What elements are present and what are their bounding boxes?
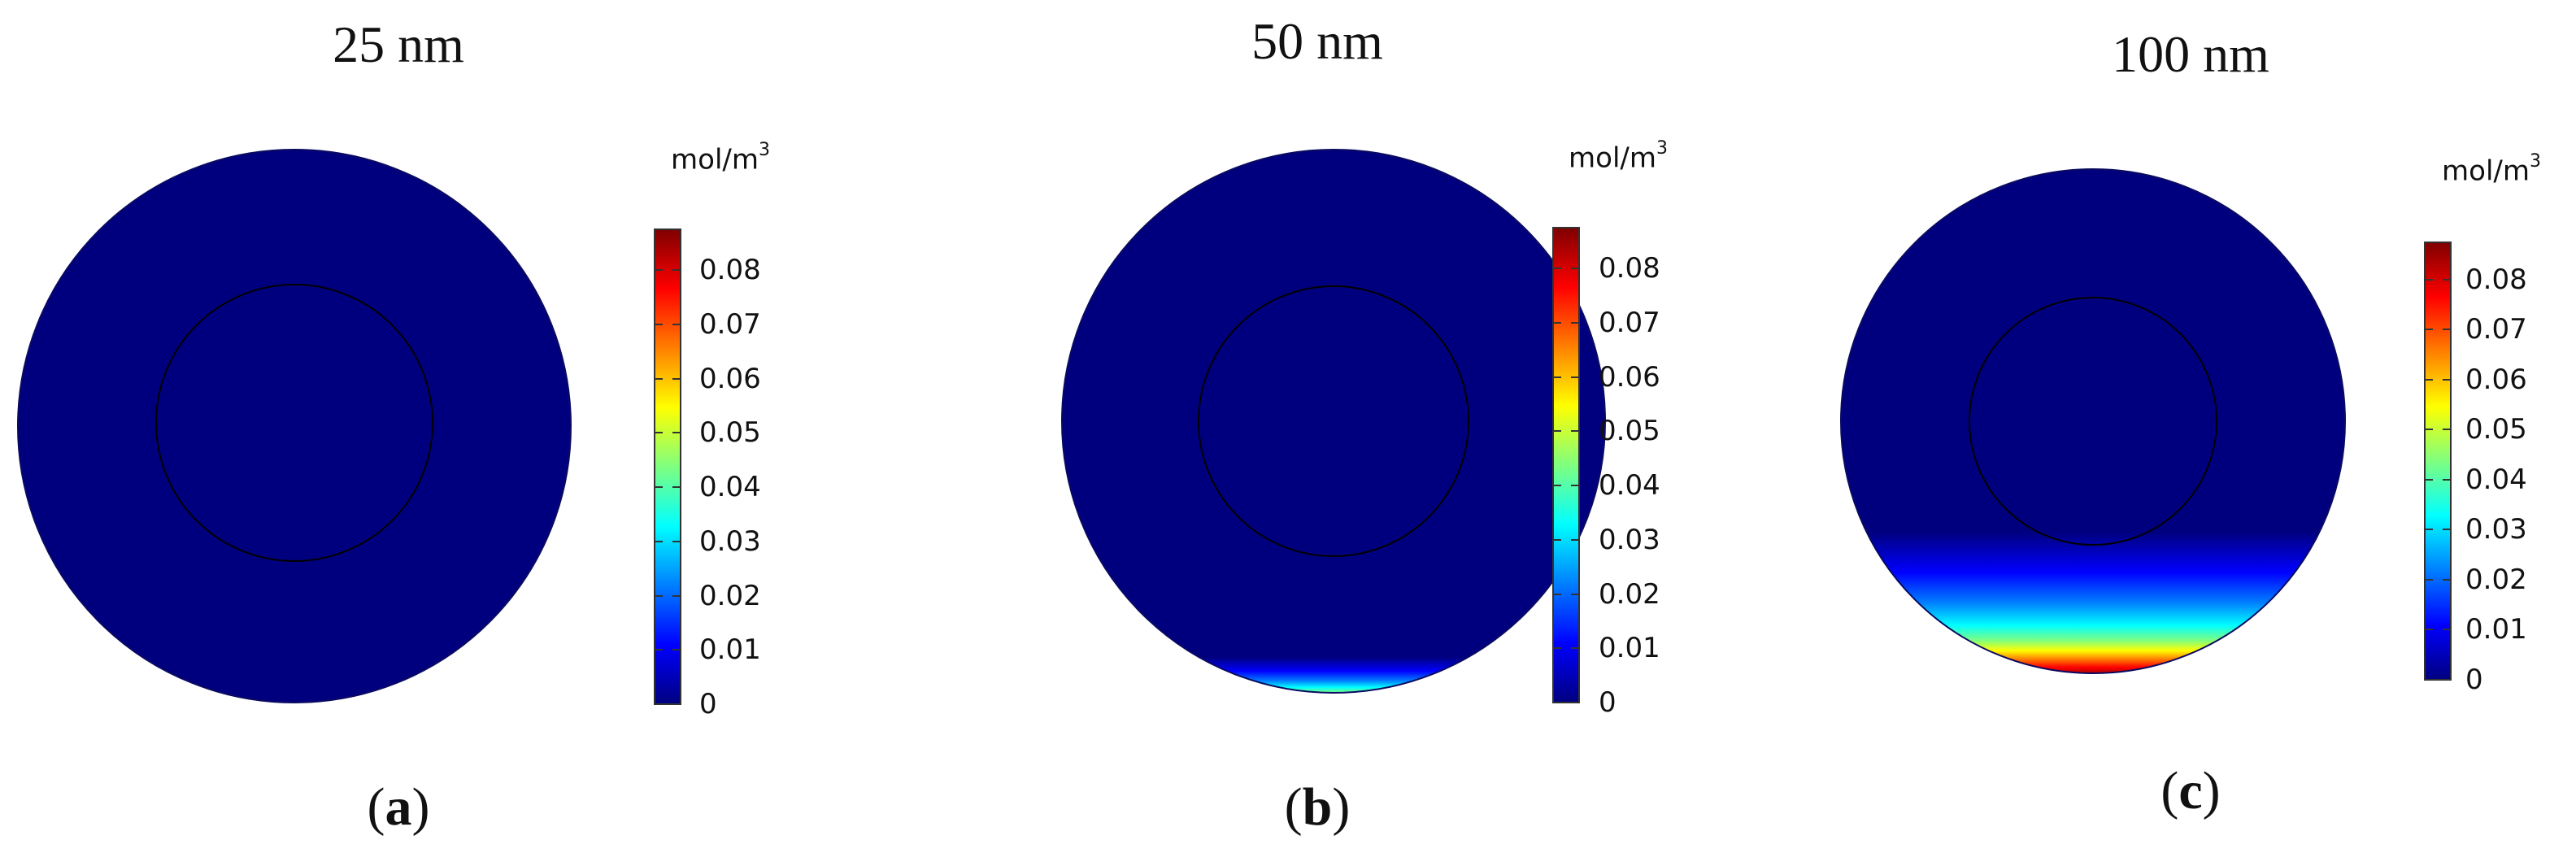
panel-caption-b: (b) (1284, 777, 1351, 837)
tick-label-a: 0.05 (699, 416, 761, 449)
panel-title-b: 50 nm (1251, 12, 1383, 70)
panel-caption-c: (c) (2160, 761, 2221, 820)
tick-label-c: 0.08 (2465, 263, 2527, 296)
colorbar-unit-b: mol/m3 (1569, 138, 1668, 175)
outer-disk-c (1840, 168, 2346, 674)
tick-label-a: 0.07 (699, 308, 761, 341)
tick-label-c: 0.07 (2465, 313, 2527, 346)
concentration-plot-b (1061, 149, 1606, 703)
colorbar-unit-a: mol/m3 (671, 140, 770, 176)
tick-label-c: 0.01 (2465, 613, 2527, 646)
panel-c: 100 nm (1789, 0, 2576, 866)
tick-label-c: 0.05 (2465, 413, 2527, 446)
tick-label-b: 0.08 (1599, 252, 1660, 285)
tick-label-a: 0.08 (699, 254, 761, 286)
panel-a: 25 nm (0, 0, 862, 866)
tick-label-b: 0.02 (1599, 578, 1660, 611)
panel-title-c: 100 nm (2112, 25, 2269, 83)
colorbar-a (654, 228, 681, 705)
tick-label-b: 0.04 (1599, 469, 1660, 502)
outer-disk-b (1061, 149, 1606, 694)
tick-label-a: 0 (699, 688, 717, 720)
panel-caption-a: (a) (367, 777, 430, 837)
concentration-plot-c (1840, 168, 2452, 681)
inner-boundary-a (155, 284, 433, 562)
tick-label-a: 0.03 (699, 525, 761, 558)
tick-label-c: 0.04 (2465, 463, 2527, 496)
tick-label-a: 0.06 (699, 363, 761, 395)
inner-boundary-c (1969, 297, 2217, 546)
concentration-plot-a (17, 149, 681, 705)
tick-label-b: 0.06 (1599, 361, 1660, 394)
panel-b: 50 nm (894, 0, 1756, 866)
tick-label-c: 0 (2465, 664, 2483, 696)
colorbar-ticks-c (2425, 279, 2451, 630)
outer-disk-a (17, 149, 572, 703)
tick-label-c: 0.02 (2465, 564, 2527, 596)
tick-label-b: 0 (1599, 686, 1617, 719)
tick-label-a: 0.02 (699, 580, 761, 612)
colorbar-c (2424, 242, 2452, 681)
colorbar-unit-c: mol/m3 (2442, 151, 2541, 188)
tick-label-b: 0.03 (1599, 524, 1660, 556)
tick-label-c: 0.03 (2465, 513, 2527, 546)
tick-label-a: 0.01 (699, 633, 761, 666)
colorbar-ticks-b (1553, 268, 1579, 649)
tick-label-b: 0.07 (1599, 307, 1660, 339)
tick-label-b: 0.01 (1599, 632, 1660, 664)
panel-title-a: 25 nm (333, 15, 464, 73)
inner-boundary-b (1198, 285, 1469, 557)
colorbar-b (1552, 227, 1580, 703)
tick-label-c: 0.06 (2465, 363, 2527, 396)
colorbar-ticks-a (655, 269, 681, 651)
tick-label-b: 0.05 (1599, 415, 1660, 447)
tick-label-a: 0.04 (699, 471, 761, 503)
